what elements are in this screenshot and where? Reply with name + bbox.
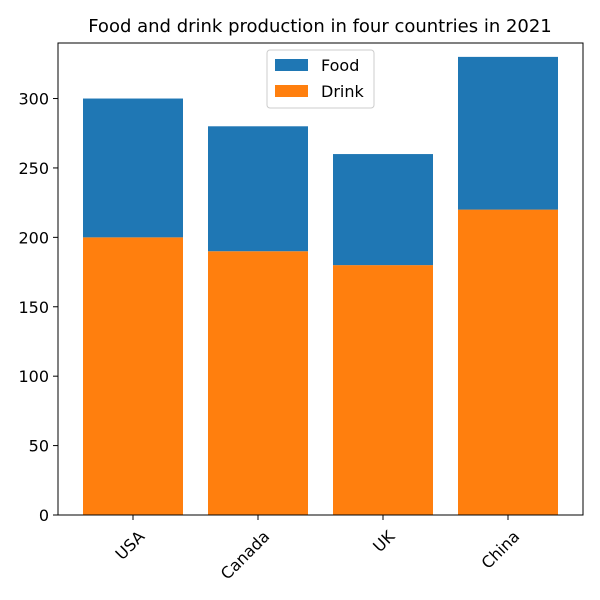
y-tick-label: 200 [18, 228, 49, 247]
bar-food-uk [333, 154, 433, 266]
bar-drink-usa [83, 237, 183, 515]
bar-food-canada [208, 126, 308, 252]
chart-title: Food and drink production in four countr… [88, 16, 552, 37]
bars-group [83, 56, 558, 516]
axes-frame [57, 42, 584, 516]
bar-food-china [458, 56, 558, 210]
y-tick-label: 50 [29, 437, 49, 456]
y-tick-label: 100 [18, 367, 49, 386]
bar-drink-china [458, 209, 558, 515]
legend-swatch-food [275, 59, 308, 71]
legend-swatch-drink [275, 85, 308, 97]
legend-label-drink: Drink [321, 82, 364, 101]
bar-food-usa [83, 98, 183, 238]
y-tick-label: 150 [18, 298, 49, 317]
y-tick-label: 300 [18, 90, 49, 109]
bar-drink-canada [208, 251, 308, 516]
y-tick-label: 250 [18, 159, 49, 178]
legend-label-food: Food [321, 56, 359, 75]
y-tick-label: 0 [39, 506, 49, 525]
bar-drink-uk [333, 265, 433, 515]
legend: Food Drink [266, 49, 375, 109]
